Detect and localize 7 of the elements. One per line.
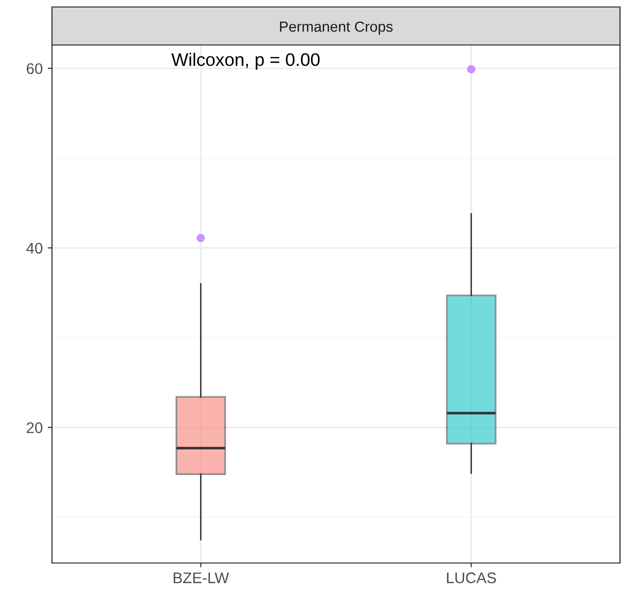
x-tick-label: LUCAS — [447, 572, 496, 584]
y-tick-label: 20 — [26, 422, 42, 434]
y-tick-label: 40 — [26, 242, 42, 254]
x-tick-label: BZE-LW — [174, 572, 230, 584]
annotation: Wilcoxon, p = 0.00 — [171, 52, 320, 70]
chart-title: Permanent Crops — [280, 21, 393, 35]
y-tick-label: 60 — [26, 63, 42, 74]
